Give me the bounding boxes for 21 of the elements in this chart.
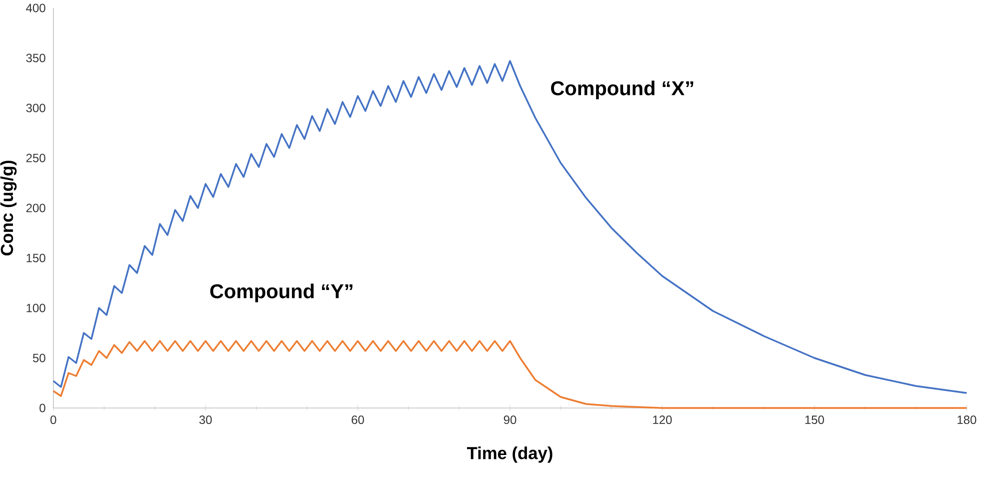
y-tick-label: 350 [26, 54, 46, 62]
line-series [52, 60, 968, 394]
y-tick-label: 0 [40, 404, 46, 412]
x-tick-label: 120 [653, 415, 672, 424]
y-tick-label: 200 [26, 204, 46, 212]
y-tick-label: 300 [26, 104, 46, 112]
y-axis-title: Conc (ug/g) [0, 160, 17, 256]
x-tick-label: 180 [958, 415, 976, 424]
y-tick-label: 250 [26, 154, 46, 162]
y-tick-label: 50 [32, 354, 46, 362]
series-label: Compound “X” [551, 80, 694, 100]
y-tick-label: 150 [26, 254, 46, 262]
x-tick-label: 0 [50, 415, 56, 424]
series-label: Compound “Y” [210, 284, 352, 302]
y-tick-label: 100 [26, 304, 46, 312]
x-axis-title: Time (day) [467, 446, 552, 463]
x-tick-label: 30 [199, 415, 212, 424]
x-tick-label: 90 [504, 415, 516, 424]
x-tick-label: 60 [352, 415, 364, 424]
x-tick-label: 150 [805, 415, 824, 424]
y-tick-label: 400 [26, 4, 46, 12]
